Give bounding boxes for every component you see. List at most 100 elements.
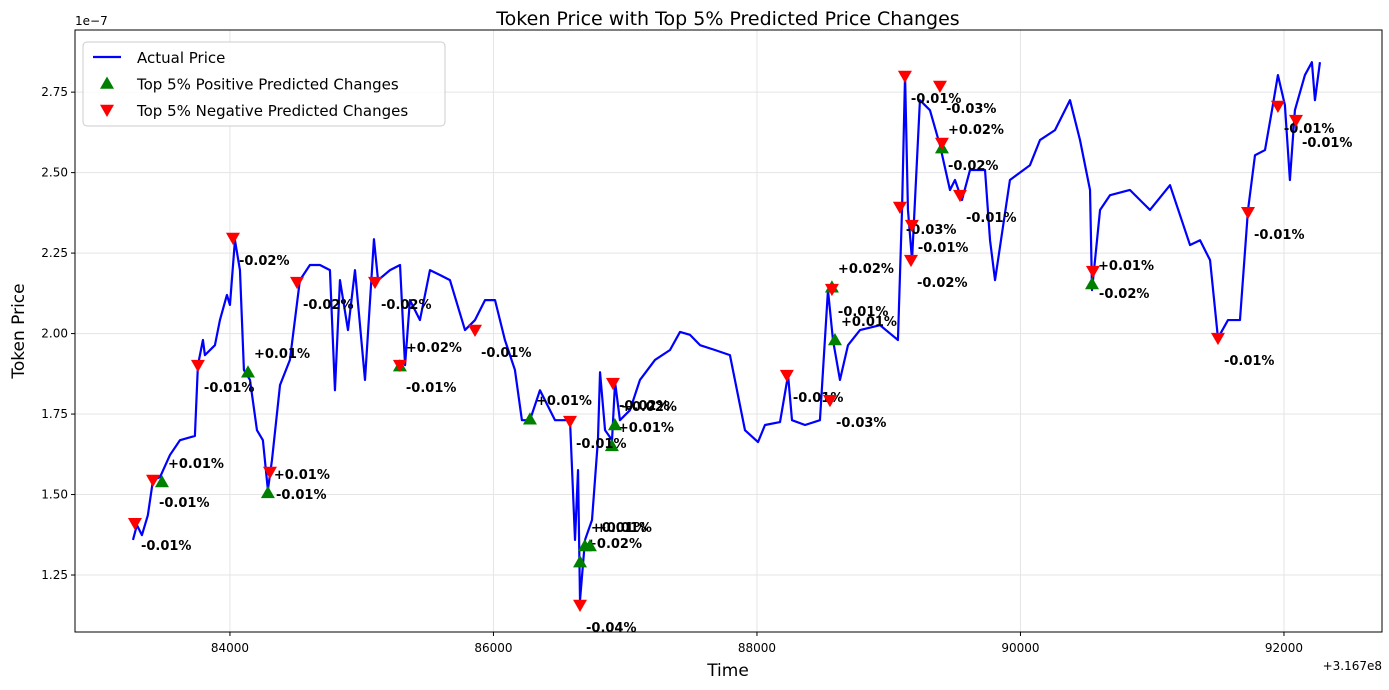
annotation: -0.02% (239, 254, 290, 269)
negative-marker (932, 80, 947, 94)
y-tick-label: 1.25 (41, 568, 68, 582)
negative-marker (573, 599, 588, 612)
annotation: +0.02% (948, 123, 1004, 138)
legend-marker (100, 76, 114, 89)
price-line (131, 61, 1322, 602)
negative-marker (392, 359, 407, 373)
x-tick-label: 84000 (211, 641, 249, 655)
annotation: +0.01% (1098, 259, 1154, 274)
annotation: -0.01% (1302, 136, 1353, 151)
positive-marker (827, 333, 842, 346)
annotation: -0.01% (159, 496, 210, 511)
legend-label: Actual Price (137, 49, 225, 67)
annotation: +0.01% (168, 457, 224, 472)
y-tick-label: 2.25 (41, 246, 68, 260)
negative-marker (897, 70, 912, 84)
positive-marker (582, 539, 597, 552)
negative-marker (562, 415, 577, 429)
annotation: -0.02% (948, 159, 999, 174)
negative-marker (262, 466, 277, 480)
annotation: -0.01% (918, 241, 969, 256)
negative-marker (892, 201, 907, 215)
negative-marker (779, 369, 794, 383)
negative-marker (468, 324, 483, 338)
annotation: +0.02% (838, 262, 894, 277)
annotation: -0.01% (1224, 354, 1275, 369)
annotation: -0.04% (586, 621, 637, 636)
y-axis-label: Token Price (9, 283, 29, 379)
annotation: +0.02% (621, 400, 677, 415)
y-tick-label: 2.50 (41, 166, 68, 180)
annotation: -0.02% (381, 298, 432, 313)
y-tick-label: 2.75 (41, 85, 68, 99)
y-tick-label: 1.75 (41, 407, 68, 421)
y-tick-label: 1.50 (41, 488, 68, 502)
negative-marker (225, 232, 240, 245)
negative-marker (145, 474, 160, 488)
annotation: +0.01% (841, 315, 897, 330)
annotation: -0.03% (906, 223, 957, 238)
positive-marker (240, 365, 255, 378)
legend: Actual Price Top 5% Positive Predicted Ch… (82, 41, 446, 127)
annotation: -0.01% (1254, 228, 1305, 243)
annotation: +0.01% (254, 347, 310, 362)
positive-marker (260, 485, 275, 499)
negative-marker (1288, 114, 1303, 128)
x-offset-text: +3.167e8 (1323, 659, 1382, 673)
annotation: -0.01% (576, 437, 627, 452)
annotation: +0.01% (591, 521, 647, 536)
annotation: -0.02% (1099, 287, 1150, 302)
legend-box (82, 41, 446, 127)
negative-marker (1270, 100, 1285, 113)
negative-marker (952, 189, 967, 203)
annotation: -0.02% (303, 298, 354, 313)
legend-label: Top 5% Negative Predicted Changes (136, 102, 408, 120)
plot-frame (74, 29, 1383, 633)
legend-marker (100, 104, 114, 117)
negative-marker (904, 219, 919, 233)
negative-marker (1085, 265, 1100, 279)
annotation: +0.01% (536, 394, 592, 409)
annotation: -0.01% (838, 305, 889, 320)
negative-marker (190, 359, 205, 373)
annotation: -0.03% (946, 102, 997, 117)
annotation: +0.02% (586, 537, 642, 552)
x-tick-label: 92000 (1265, 641, 1303, 655)
negative-marker (824, 283, 839, 297)
annotation: +0.01% (596, 521, 652, 536)
x-tick-label: 86000 (474, 641, 512, 655)
negative-marker (1210, 332, 1225, 346)
annotation: -0.02% (619, 399, 670, 414)
negative-marker (127, 517, 142, 531)
positive-marker (154, 474, 169, 488)
x-tick-label: 88000 (738, 641, 776, 655)
x-tick-label: 90000 (1001, 641, 1039, 655)
annotation: +0.02% (406, 341, 462, 356)
legend-label: Top 5% Positive Predicted Changes (136, 76, 399, 94)
annotation: -0.01% (1284, 122, 1335, 137)
negative-marker (368, 276, 383, 290)
y-tick-label: 2.00 (41, 327, 68, 341)
positive-marker (522, 412, 537, 425)
negative-marker (290, 276, 305, 290)
annotation: -0.01% (793, 391, 844, 406)
negative-marker (822, 394, 837, 408)
annotation: -0.01% (406, 381, 457, 396)
negative-marker (605, 377, 620, 391)
annotation: -0.03% (836, 416, 887, 431)
annotation: -0.01% (204, 381, 255, 396)
annotation: -0.01% (481, 346, 532, 361)
annotation: -0.01% (276, 488, 327, 503)
positive-marker (1085, 276, 1100, 290)
x-axis-label: Time (706, 661, 749, 681)
annotation: -0.01% (966, 211, 1017, 226)
negative-marker (903, 254, 918, 268)
annotation: +0.01% (274, 468, 330, 483)
positive-marker (573, 555, 588, 568)
y-offset-text: 1e−7 (75, 14, 108, 28)
annotation: -0.01% (141, 539, 192, 554)
negative-marker (1241, 206, 1256, 220)
negative-marker (934, 137, 949, 150)
